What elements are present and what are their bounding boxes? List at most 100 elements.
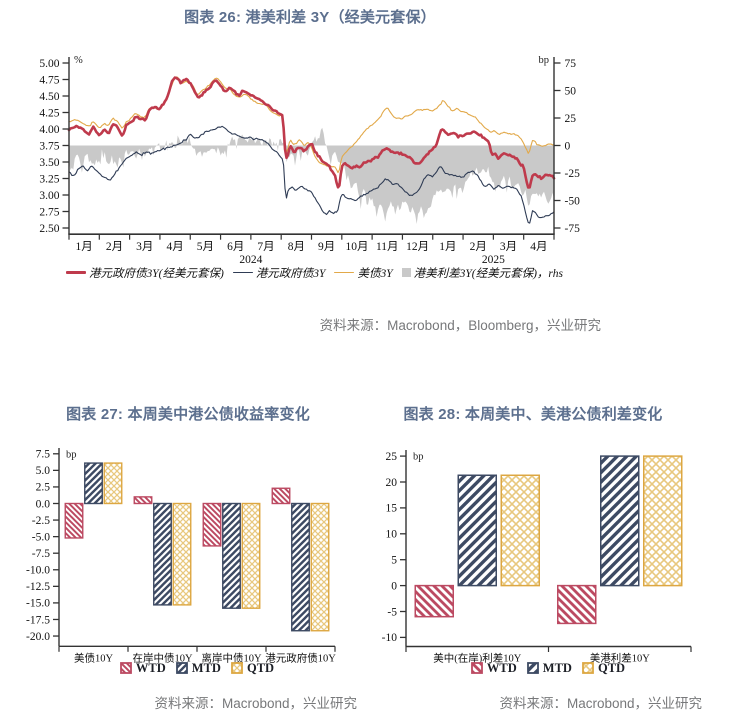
- legend-swatch: [582, 662, 594, 674]
- legend-swatch-rect: [471, 662, 483, 674]
- right-tick-label: 0: [565, 140, 571, 152]
- year-label: 2024: [239, 254, 262, 266]
- left-tick-label: 5.00: [39, 58, 59, 70]
- right-tick-label: -50: [565, 195, 581, 207]
- legend-swatch: [471, 662, 483, 674]
- left-tick-label: 3.75: [39, 140, 59, 152]
- legend-label: QTD: [246, 660, 275, 675]
- legend-label: 港元政府债3Y(经美元套保): [89, 267, 224, 280]
- left-tick-label: 2.50: [39, 223, 59, 235]
- left-tick-label: 4.50: [39, 91, 59, 103]
- spread-area: [69, 127, 554, 224]
- legend-item: QTD: [231, 661, 274, 676]
- y-tick-label: -5.0: [32, 531, 50, 543]
- y-tick-label: -15.0: [26, 598, 50, 610]
- category-label: 美中(在岸)利差10Y: [433, 652, 521, 665]
- month-label: 7月: [257, 241, 274, 253]
- y-tick-label: 25: [386, 451, 398, 463]
- y-axis-unit: bp: [413, 452, 424, 463]
- month-label: 2月: [106, 241, 123, 253]
- left-tick-label: 4.25: [39, 107, 59, 119]
- bar-qtd-3: [310, 502, 330, 632]
- y-tick-label: 0.0: [36, 498, 51, 510]
- legend-swatch-square: [401, 268, 411, 277]
- legend-item: 港元政府债3Y(经美元套保): [66, 265, 224, 281]
- legend-swatch: [175, 662, 188, 674]
- y-tick-label: -10.0: [26, 565, 50, 577]
- legend-item: MTD: [175, 661, 221, 676]
- month-label: 1月: [76, 241, 93, 253]
- left-tick-label: 3.00: [39, 190, 59, 202]
- bar-qtd-0: [500, 474, 540, 587]
- left-tick-label: 3.25: [39, 173, 59, 185]
- bar-qtd-1: [643, 455, 683, 587]
- bar-wtd-0: [64, 502, 84, 539]
- bar-wtd-1: [133, 496, 153, 505]
- left-axis-unit: %: [74, 55, 83, 66]
- right-axis-unit: bp: [539, 55, 550, 66]
- chart27-legend: WTD MTD QTD: [97, 661, 297, 675]
- right-tick-label: -25: [565, 168, 581, 180]
- month-label: 5月: [197, 241, 214, 253]
- bar-mtd-1: [153, 502, 172, 606]
- month-label: 11月: [376, 241, 399, 253]
- right-tick-label: -75: [565, 223, 581, 235]
- y-tick-label: -10: [382, 632, 398, 644]
- month-label: 4月: [166, 241, 183, 253]
- bar-qtd-1: [172, 502, 192, 606]
- year-label: 2025: [482, 254, 505, 266]
- bar-mtd-2: [222, 502, 241, 609]
- legend-swatch: [231, 662, 243, 674]
- legend-swatch-rect: [526, 662, 539, 674]
- y-tick-label: 5: [391, 555, 397, 567]
- legend-swatch-rect: [120, 662, 132, 674]
- category-label: 美港利差10Y: [590, 652, 650, 665]
- month-label: 8月: [288, 241, 305, 253]
- legend-label: 港美利差3Y(经美元套保)，rhs: [413, 267, 563, 280]
- y-tick-label: -17.5: [26, 614, 50, 626]
- bar-wtd-3: [271, 487, 291, 505]
- legend-label: 港元政府债3Y: [255, 267, 326, 280]
- bar-wtd-1: [557, 584, 597, 625]
- chart27-source: 资料来源：Macrobond，兴业研究: [154, 696, 357, 711]
- left-tick-label: 4.75: [39, 74, 59, 86]
- legend-swatch-rect: [582, 662, 594, 674]
- legend-label: WTD: [135, 660, 166, 675]
- y-tick-label: 2.5: [36, 482, 51, 494]
- month-label: 6月: [227, 241, 244, 253]
- chart28-title: 图表 28: 本周美中、美港公债利差变化: [403, 406, 663, 423]
- bar-mtd-0: [457, 474, 497, 587]
- month-label: 4月: [530, 241, 547, 253]
- month-label: 9月: [318, 241, 335, 253]
- legend-swatch-line: [66, 271, 86, 274]
- legend-label: WTD: [486, 660, 517, 675]
- bar-wtd-2: [202, 502, 222, 547]
- month-label: 1月: [439, 241, 456, 253]
- legend-swatch-rect: [231, 662, 243, 674]
- bar-mtd-1: [600, 455, 640, 587]
- chart28-source: 资料来源：Macrobond，兴业研究: [499, 696, 702, 711]
- legend-item: QTD: [582, 661, 625, 676]
- right-tick-label: 50: [565, 85, 577, 97]
- legend-item: 美债3Y: [334, 265, 393, 281]
- month-label: 2月: [470, 241, 487, 253]
- y-tick-label: -7.5: [32, 548, 50, 560]
- chart26-legend: 港元政府债3Y(经美元套保) 港元政府债3Y 美债3Y 港美利差3Y(经美元套保)，r…: [66, 265, 572, 280]
- legend-label: 美债3Y: [357, 267, 393, 280]
- chart27-title: 图表 27: 本周美中港公债收益率变化: [66, 406, 310, 423]
- right-tick-label: 75: [565, 58, 577, 70]
- y-tick-label: 15: [386, 503, 398, 515]
- y-tick-label: -12.5: [26, 581, 50, 593]
- series-line: [68, 125, 555, 224]
- chart28-legend: WTD MTD QTD: [448, 661, 648, 675]
- legend-item: WTD: [471, 661, 517, 676]
- y-tick-label: -5: [387, 606, 397, 618]
- bar-mtd-0: [84, 462, 103, 505]
- left-tick-label: 2.75: [39, 206, 59, 218]
- right-tick-label: 25: [565, 113, 577, 125]
- y-tick-label: -2.5: [32, 515, 50, 527]
